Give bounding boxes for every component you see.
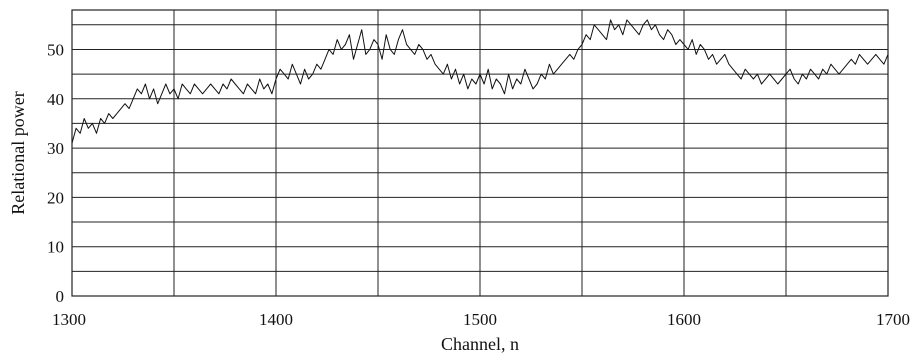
x-tick-label: 1500 [463,310,497,329]
y-tick-label: 40 [47,90,64,109]
x-tick-label: 1400 [259,310,293,329]
series-line [71,19,889,144]
y-tick-label: 10 [47,238,64,257]
y-tick-label: 30 [47,139,64,158]
x-axis-title: Channel, n [441,334,519,354]
y-tick-label: 20 [47,188,64,207]
tick-labels: 0 10 20 30 40 50 1300 1400 1500 1600 1700 [47,40,910,329]
x-tick-label: 1600 [667,310,701,329]
x-tick-label: 1300 [52,310,86,329]
series-layer [71,19,889,144]
x-tick-label: 1700 [876,310,910,329]
y-tick-label: 50 [47,40,64,59]
y-axis-title: Relational power [8,91,28,214]
grid [71,10,889,297]
plot-frame [71,9,889,297]
y-tick-label: 0 [56,287,65,306]
